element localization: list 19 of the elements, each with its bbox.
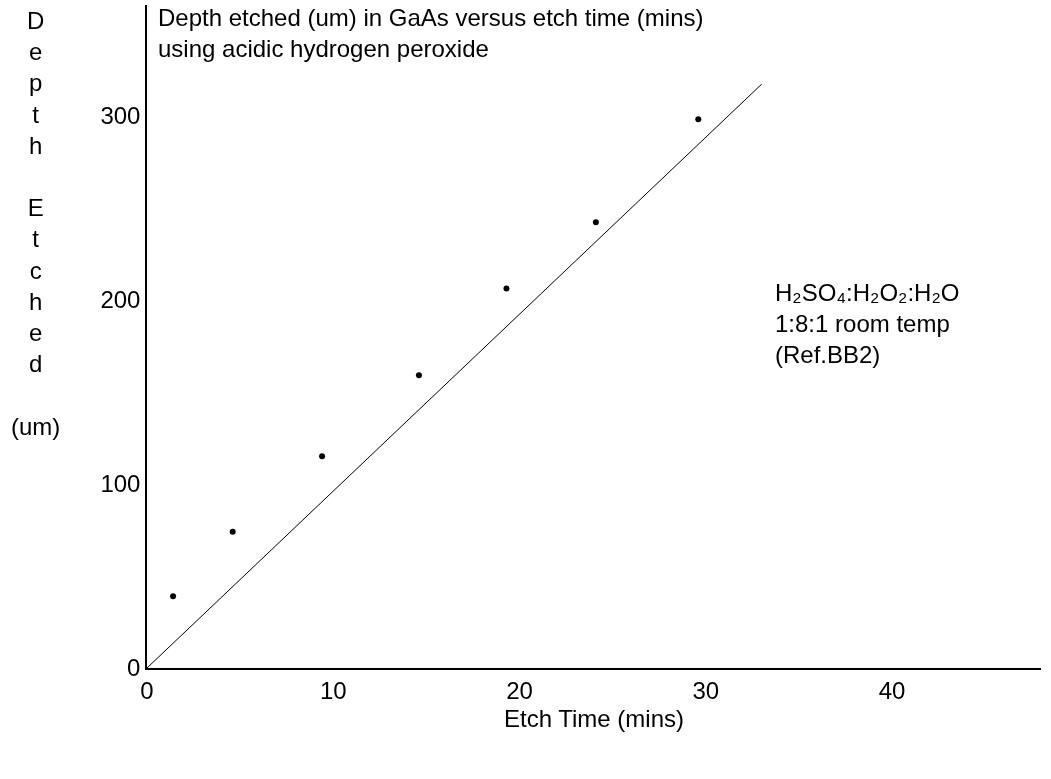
y-tick-label: 300 [100, 101, 141, 129]
annotation: H₂SO₄:H₂O₂:H₂O 1:8:1 room temp (Ref.BB2) [775, 279, 960, 369]
y-tick-label: 0 [127, 654, 141, 682]
y-tick-label: 100 [100, 470, 141, 498]
text: Depth Etched (um) [11, 7, 61, 440]
x-tick-label: 40 [878, 676, 906, 704]
y-tick-label: 200 [100, 286, 141, 314]
x-axis-title: Etch Time (mins) [503, 705, 685, 733]
point [415, 372, 422, 379]
point [695, 116, 702, 123]
point [170, 593, 177, 600]
point [229, 528, 236, 535]
x-tick-label: 20 [506, 676, 533, 704]
point [319, 453, 326, 460]
text: Depth etched (um) in GaAs versus etch time (mins) using acidic hydrogen peroxide [158, 4, 704, 63]
point [503, 285, 510, 292]
x-tick-label: 10 [319, 676, 347, 704]
x-tick-label: 30 [692, 676, 720, 704]
point [592, 219, 599, 226]
